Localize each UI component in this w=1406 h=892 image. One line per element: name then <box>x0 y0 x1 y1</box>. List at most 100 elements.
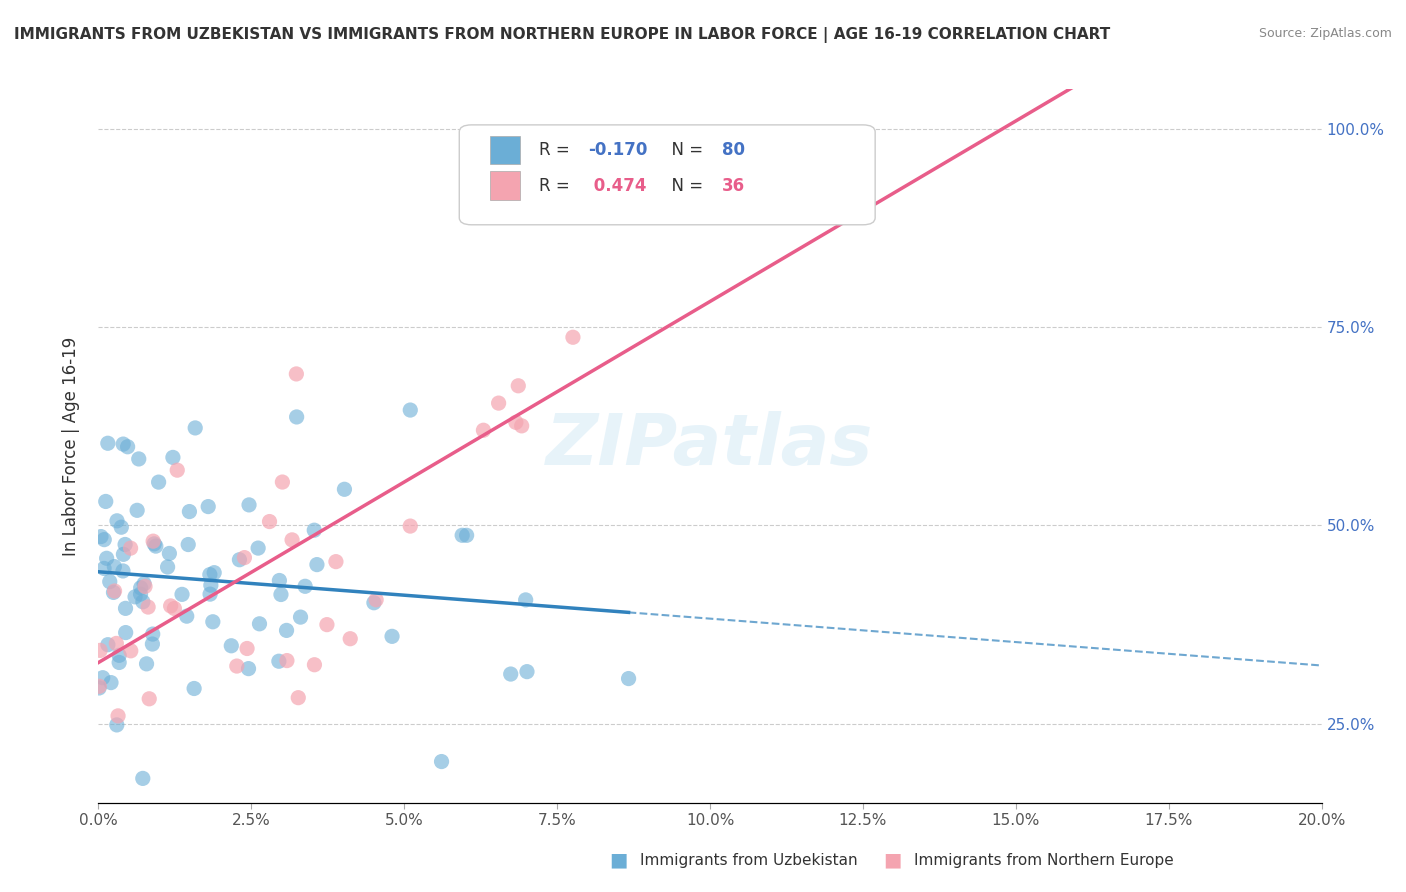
Point <box>94 494 117 508</box>
Point <box>120 644 142 658</box>
Point <box>505 415 527 429</box>
Y-axis label: In Labor Force | Age 16-19: In Labor Force | Age 16-19 <box>62 336 80 556</box>
Point <box>179 505 201 519</box>
Point <box>617 672 640 686</box>
Point <box>316 617 339 632</box>
Point <box>516 665 538 679</box>
Point <box>249 616 271 631</box>
Point <box>202 566 225 580</box>
Point <box>233 550 256 565</box>
Point <box>488 396 510 410</box>
Point <box>271 475 294 489</box>
Point <box>221 639 243 653</box>
Point <box>162 450 184 465</box>
Point <box>90 530 112 544</box>
Point <box>110 520 132 534</box>
Point <box>198 587 221 601</box>
Text: 80: 80 <box>723 141 745 159</box>
Point <box>159 599 181 613</box>
Point <box>108 648 131 663</box>
Point <box>269 574 291 588</box>
Point <box>305 558 328 572</box>
Point <box>290 610 312 624</box>
Point <box>103 585 125 599</box>
Point <box>114 625 136 640</box>
Point <box>287 690 309 705</box>
Point <box>105 514 128 528</box>
Point <box>238 498 260 512</box>
Point <box>108 656 131 670</box>
Point <box>127 503 149 517</box>
Point <box>184 421 207 435</box>
Point <box>198 567 221 582</box>
Point <box>132 772 155 786</box>
Point <box>276 654 298 668</box>
Point <box>107 709 129 723</box>
Point <box>89 643 111 657</box>
Point <box>515 593 537 607</box>
Point <box>451 528 474 542</box>
Point <box>143 537 166 551</box>
Point <box>129 587 152 601</box>
Text: IMMIGRANTS FROM UZBEKISTAN VS IMMIGRANTS FROM NORTHERN EUROPE IN LABOR FORCE | A: IMMIGRANTS FROM UZBEKISTAN VS IMMIGRANTS… <box>14 27 1111 43</box>
Point <box>100 675 122 690</box>
Text: 0.474: 0.474 <box>588 177 647 194</box>
Point <box>136 600 159 615</box>
Point <box>97 638 120 652</box>
Text: ZIPatlas: ZIPatlas <box>547 411 873 481</box>
Text: N =: N = <box>661 141 709 159</box>
FancyBboxPatch shape <box>489 171 520 200</box>
Point <box>142 534 165 549</box>
Point <box>141 637 163 651</box>
Point <box>183 681 205 696</box>
Point <box>87 681 110 695</box>
Point <box>112 437 135 451</box>
Text: ■: ■ <box>609 850 628 869</box>
Point <box>135 657 157 671</box>
Point <box>510 418 533 433</box>
Point <box>120 541 142 556</box>
Text: -0.170: -0.170 <box>588 141 647 159</box>
Point <box>399 403 422 417</box>
Point <box>285 409 308 424</box>
Point <box>325 555 347 569</box>
Point <box>225 659 247 673</box>
Point <box>148 475 170 489</box>
Point <box>98 574 121 589</box>
Point <box>228 553 250 567</box>
Point <box>200 578 222 592</box>
Point <box>145 539 167 553</box>
Point <box>304 657 326 672</box>
Point <box>103 559 125 574</box>
Text: 36: 36 <box>723 177 745 194</box>
Point <box>267 654 290 668</box>
Text: Source: ZipAtlas.com: Source: ZipAtlas.com <box>1258 27 1392 40</box>
Point <box>285 367 308 381</box>
Point <box>333 483 356 497</box>
Point <box>499 667 522 681</box>
Point <box>157 546 180 560</box>
Point <box>259 515 281 529</box>
Point <box>132 576 155 591</box>
Point <box>561 330 583 344</box>
Text: Immigrants from Uzbekistan: Immigrants from Uzbekistan <box>640 854 858 868</box>
Point <box>366 592 388 607</box>
Point <box>177 537 200 551</box>
Point <box>112 547 135 561</box>
Point <box>238 662 260 676</box>
Point <box>381 629 404 643</box>
Point <box>339 632 361 646</box>
Point <box>472 423 495 437</box>
Point <box>176 609 198 624</box>
Point <box>142 627 165 641</box>
Point <box>270 587 292 601</box>
Point <box>89 679 111 693</box>
Text: R =: R = <box>538 141 575 159</box>
Point <box>114 601 136 615</box>
Point <box>363 596 385 610</box>
Text: R =: R = <box>538 177 575 194</box>
Point <box>294 579 316 593</box>
Text: Immigrants from Northern Europe: Immigrants from Northern Europe <box>914 854 1174 868</box>
Point <box>456 528 478 542</box>
Point <box>134 579 156 593</box>
